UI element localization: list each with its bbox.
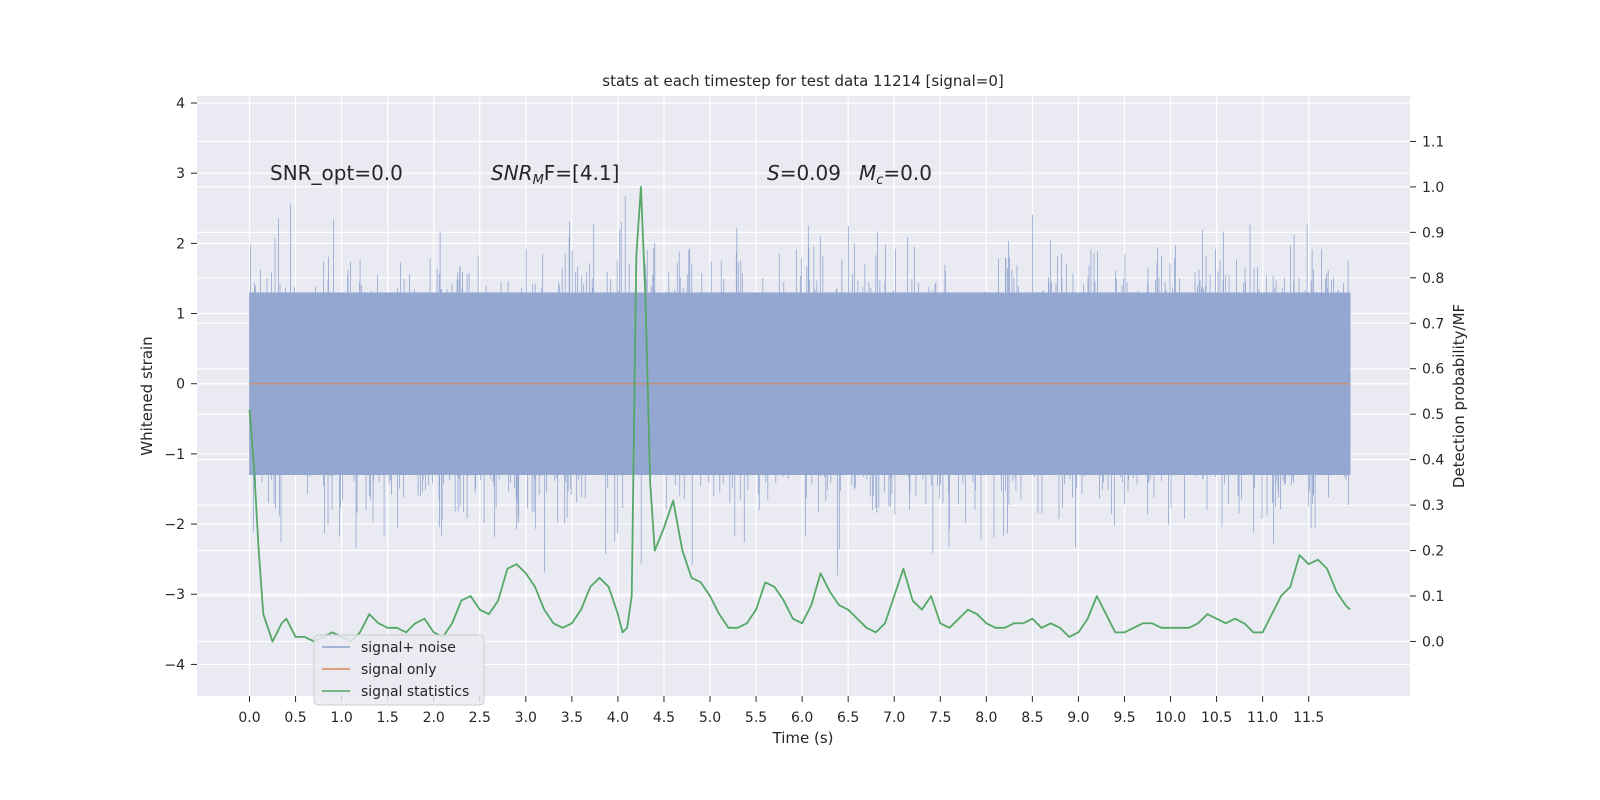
x-tick-label: 9.5 xyxy=(1113,710,1135,726)
x-tick-label: 5.5 xyxy=(745,710,767,726)
x-tick-label: 5.0 xyxy=(699,710,721,726)
x-tick-label: 0.0 xyxy=(238,710,260,726)
chart-title: stats at each timestep for test data 112… xyxy=(602,72,1003,90)
y2-tick-label: 0.6 xyxy=(1422,362,1444,378)
x-tick-label: 8.0 xyxy=(975,710,997,726)
y2-tick-label: 0.4 xyxy=(1422,453,1444,469)
x-tick-label: 10.0 xyxy=(1155,710,1186,726)
y2-tick-label: 0.8 xyxy=(1422,271,1444,287)
x-tick-label: 6.0 xyxy=(791,710,813,726)
x-tick-label: 0.5 xyxy=(284,710,306,726)
annotation-s: S=0.09 xyxy=(767,161,841,185)
x-tick-label: 9.0 xyxy=(1067,710,1089,726)
x-tick-label: 2.0 xyxy=(423,710,445,726)
y2-axis-ticks: 1.1 1.0 0.9 0.8 0.7 0.6 0.5 0.4 0.3 0.2 0.1 0.0 xyxy=(1410,134,1444,650)
y2-axis-label: Detection probability/MF xyxy=(1450,304,1468,488)
annotation-snr-mf-sub: M xyxy=(533,173,544,188)
legend-entry-noise: signal+ noise xyxy=(361,640,456,656)
annotation-mc-sub: c xyxy=(876,173,883,188)
y-tick-label: −3 xyxy=(164,587,185,603)
legend-box xyxy=(313,634,485,706)
y-tick-label: −4 xyxy=(164,657,185,673)
x-tick-label: 7.0 xyxy=(883,710,905,726)
x-tick-label: 6.5 xyxy=(837,710,859,726)
y2-tick-label: 0.3 xyxy=(1422,498,1444,514)
y2-tick-label: 0.5 xyxy=(1422,407,1444,423)
x-tick-label: 8.5 xyxy=(1021,710,1043,726)
legend-entry-signal-only: signal only xyxy=(361,662,436,678)
x-tick-label: 4.5 xyxy=(653,710,675,726)
y-tick-label: 1 xyxy=(176,307,185,323)
annotation-snr-mf-rest: F=[4.1] xyxy=(544,161,620,185)
y-tick-label: −1 xyxy=(164,447,185,463)
legend-entry-statistics: signal statistics xyxy=(361,684,469,700)
legend: signal+ noise signal only signal statist… xyxy=(313,634,485,706)
y-tick-label: 4 xyxy=(176,96,185,112)
annotation-snr-mf: SNRMF=[4.1] xyxy=(491,161,619,188)
y2-tick-label: 1.0 xyxy=(1422,180,1444,196)
y2-tick-label: 0.1 xyxy=(1422,589,1444,605)
annotation-mc-rest: =0.0 xyxy=(883,161,932,185)
statistics-line xyxy=(248,186,1351,643)
x-axis-ticks: 0.0 0.5 1.0 1.5 2.0 2.5 3.0 3.5 4.0 4.5 5.0 5.5 6.0 6… xyxy=(238,696,1324,726)
annotation-s-main: S xyxy=(767,161,780,185)
y-tick-label: −2 xyxy=(164,517,185,533)
x-tick-label: 3.0 xyxy=(515,710,537,726)
x-tick-label: 7.5 xyxy=(929,710,951,726)
annotation-snr-opt: SNR_opt=0.0 xyxy=(270,161,403,185)
x-tick-label: 4.0 xyxy=(607,710,629,726)
annotation-mc: Mc=0.0 xyxy=(859,161,932,188)
y2-tick-label: 0.2 xyxy=(1422,544,1444,560)
x-tick-label: 2.5 xyxy=(469,710,491,726)
x-axis-label: Time (s) xyxy=(772,729,834,747)
x-tick-label: 3.5 xyxy=(561,710,583,726)
annotation-snr-mf-main: SNR xyxy=(491,161,533,185)
y2-tick-label: 0.0 xyxy=(1422,634,1444,650)
y2-tick-label: 0.9 xyxy=(1422,225,1444,241)
x-tick-label: 10.5 xyxy=(1201,710,1232,726)
y-axis-ticks: 4 3 2 1 0 −1 −2 −3 −4 xyxy=(164,96,197,673)
series-signal-statistics xyxy=(248,186,1351,643)
y-tick-label: 2 xyxy=(176,236,185,252)
x-tick-label: 11.0 xyxy=(1247,710,1278,726)
y-tick-label: 3 xyxy=(176,166,185,182)
y-axis-label: Whitened strain xyxy=(138,336,156,455)
x-tick-label: 11.5 xyxy=(1293,710,1324,726)
annotation-mc-main: M xyxy=(859,161,876,185)
y2-tick-label: 0.7 xyxy=(1422,316,1444,332)
y2-tick-label: 1.1 xyxy=(1422,134,1444,150)
x-tick-label: 1.0 xyxy=(330,710,352,726)
annotation-s-rest: =0.09 xyxy=(780,161,841,185)
x-tick-label: 1.5 xyxy=(377,710,399,726)
y-tick-label: 0 xyxy=(176,377,185,393)
